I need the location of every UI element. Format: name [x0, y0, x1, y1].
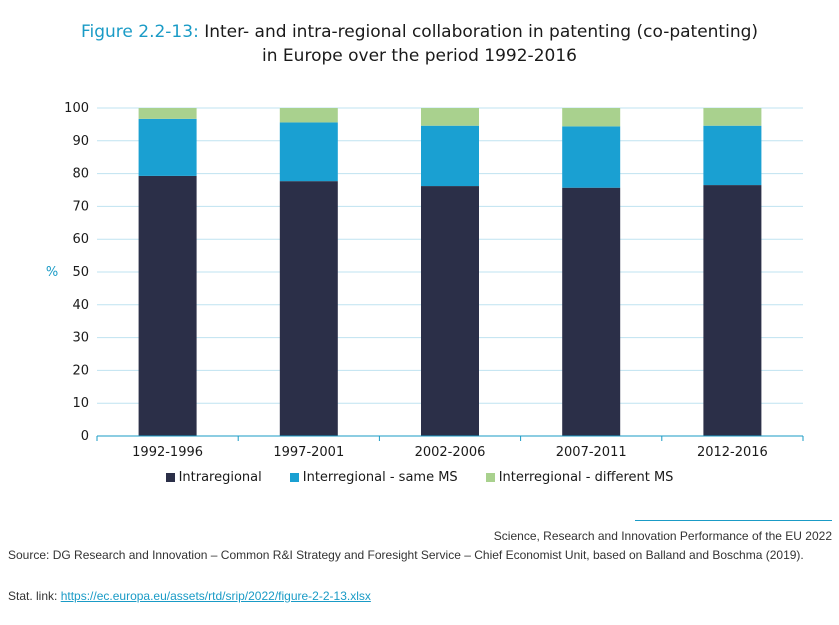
y-tick-label: 30: [72, 331, 89, 346]
bar-2012-2016-intraregional[interactable]: [703, 185, 762, 436]
y-tick-label: 40: [72, 298, 89, 313]
legend-label-different-ms: Interregional - different MS: [498, 470, 674, 485]
x-tick-label: 1992-1996: [132, 445, 203, 460]
legend-swatch-intraregional: [165, 473, 175, 482]
bar-2007-2011-intraregional[interactable]: [562, 187, 621, 436]
figure-title-line2: in Europe over the period 1992-2016: [262, 46, 577, 66]
y-tick-label: 70: [72, 199, 89, 214]
bar-1992-1996-same-ms[interactable]: [138, 118, 197, 176]
bar-2002-2006-same-ms[interactable]: [421, 125, 479, 187]
y-tick-label: 90: [72, 134, 89, 149]
legend-item-same-ms[interactable]: Interregional - same MS: [289, 470, 458, 485]
x-tick-label: 2012-2016: [697, 445, 768, 460]
publication-title: Science, Research and Innovation Perform…: [493, 529, 832, 543]
legend-swatch-same-ms: [289, 473, 299, 482]
y-tick-label: 0: [81, 429, 89, 444]
bar-1992-1996-intraregional[interactable]: [138, 175, 197, 436]
figure-title: Figure 2.2-13: Inter- and intra-regional…: [0, 20, 839, 68]
y-tick-label: 80: [72, 167, 89, 182]
bar-1997-2001-intraregional[interactable]: [279, 181, 338, 436]
axis-layer: 0 10 20 30 40 50 60 70 80 90 100% 1992-1996 1997-200…: [46, 101, 804, 460]
footer-divider: [635, 520, 832, 521]
legend-label-same-ms: Interregional - same MS: [302, 470, 458, 485]
legend-swatch-different-ms: [485, 473, 495, 482]
bar-2002-2006-different-ms[interactable]: [421, 108, 479, 126]
y-tick-label: 10: [72, 396, 89, 411]
y-tick-label: 60: [72, 232, 89, 247]
stat-link-label: Stat. link:: [8, 589, 58, 603]
source-note: Source: DG Research and Innovation – Com…: [8, 548, 804, 562]
x-tick-label: 2007-2011: [556, 445, 627, 460]
x-tick-label: 1997-2001: [273, 445, 344, 460]
stacked-bar-chart: 0 10 20 30 40 50 60 70 80 90 100% 1992-1996 1997-200…: [46, 101, 804, 460]
legend-label-intraregional: Intraregional: [178, 470, 262, 485]
bar-2007-2011-same-ms[interactable]: [562, 126, 621, 188]
bar-1997-2001-same-ms[interactable]: [279, 122, 338, 182]
stat-link[interactable]: https://ec.europa.eu/assets/rtd/srip/202…: [60, 589, 371, 603]
stat-link-row: Stat. link: https://ec.europa.eu/assets/…: [8, 587, 371, 606]
x-tick-label: 2002-2006: [415, 445, 486, 460]
y-tick-label: 100: [64, 101, 89, 116]
y-axis-label: %: [46, 265, 58, 280]
legend: Intraregional Interregional - same MS In…: [0, 470, 839, 485]
bar-2012-2016-same-ms[interactable]: [703, 125, 762, 186]
legend-item-intraregional[interactable]: Intraregional: [165, 470, 262, 485]
legend-item-different-ms[interactable]: Interregional - different MS: [485, 470, 674, 485]
bar-1992-1996-different-ms[interactable]: [138, 108, 197, 119]
y-tick-label: 20: [72, 363, 89, 378]
figure-title-line1: Inter- and intra-regional collaboration …: [204, 22, 759, 42]
figure-label: Figure 2.2-13:: [80, 22, 199, 42]
bar-2007-2011-different-ms[interactable]: [562, 108, 621, 127]
bar-1997-2001-different-ms[interactable]: [279, 108, 338, 123]
bar-2002-2006-intraregional[interactable]: [421, 186, 479, 436]
y-tick-label: 50: [72, 265, 89, 280]
bar-2012-2016-different-ms[interactable]: [703, 108, 762, 126]
bar-layer: [138, 108, 762, 436]
